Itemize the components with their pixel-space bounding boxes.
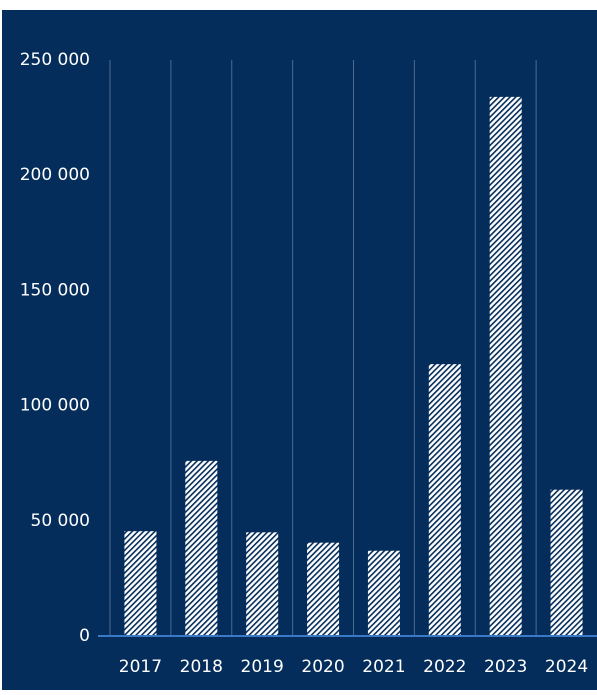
bar-chart: 0 50 000 100 000 150 000 200 000 250 000 2017…	[2, 10, 597, 690]
y-axis-tick-labels: 0 50 000 100 000 150 000 200 000 250 000	[20, 50, 90, 646]
bar-2018	[185, 460, 218, 636]
bar-2021	[367, 550, 400, 636]
y-tick-label: 150 000	[20, 280, 90, 300]
bar-2024	[550, 489, 583, 636]
chart-panel: 0 50 000 100 000 150 000 200 000 250 000 2017…	[2, 10, 597, 690]
bars	[124, 96, 583, 636]
x-tick-label: 2018	[180, 657, 223, 677]
x-tick-label: 2021	[362, 657, 405, 677]
bar-2019	[246, 532, 279, 636]
y-tick-label: 200 000	[20, 165, 90, 185]
bar-2022	[428, 364, 461, 636]
x-tick-label: 2019	[241, 657, 284, 677]
y-tick-label: 50 000	[31, 511, 90, 531]
y-tick-label: 0	[79, 626, 90, 646]
y-tick-label: 100 000	[20, 396, 90, 416]
x-tick-label: 2020	[301, 657, 344, 677]
gridlines	[109, 60, 537, 636]
x-axis-tick-labels: 2017 2018 2019 2020 2021 2022 2023 2024	[119, 657, 588, 677]
bar-2023	[489, 96, 522, 636]
x-tick-label: 2023	[484, 657, 527, 677]
bar-2017	[124, 531, 157, 636]
y-tick-label: 250 000	[20, 50, 90, 70]
bar-2020	[307, 542, 340, 636]
x-tick-label: 2017	[119, 657, 162, 677]
x-tick-label: 2022	[423, 657, 466, 677]
x-tick-label: 2024	[545, 657, 588, 677]
